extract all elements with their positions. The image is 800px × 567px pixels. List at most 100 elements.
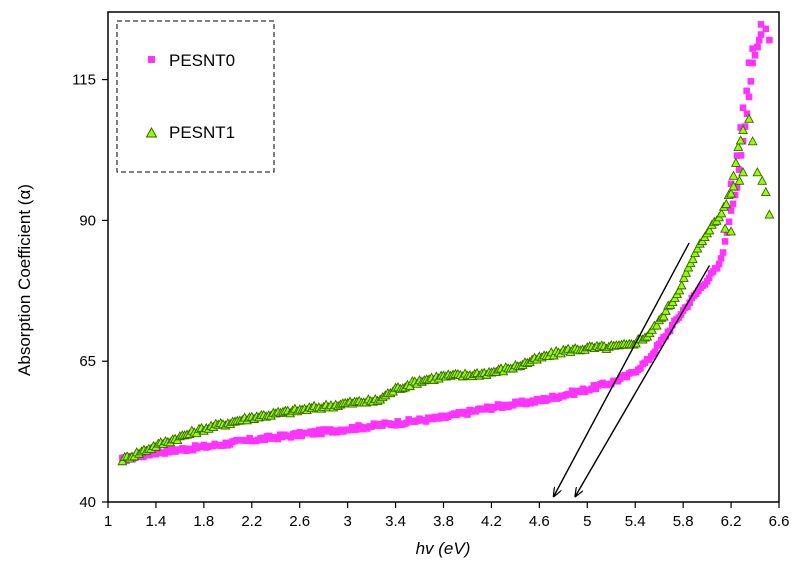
pesnt0-point xyxy=(294,432,301,440)
pesnt1-point xyxy=(404,380,415,391)
pesnt1-point xyxy=(726,188,737,198)
pesnt1-point xyxy=(687,253,698,264)
pesnt0-point xyxy=(713,264,721,272)
x-tick-label: 5.4 xyxy=(625,513,646,530)
pesnt1-point xyxy=(738,167,749,177)
pesnt0-point xyxy=(735,166,743,173)
pesnt1-point xyxy=(744,113,754,123)
pesnt0-point xyxy=(261,436,269,444)
legend-box xyxy=(116,20,275,173)
pesnt0-point xyxy=(766,36,773,44)
pesnt1-point xyxy=(660,305,671,315)
x-tick-label: 4.2 xyxy=(481,513,502,530)
pesnt1-point xyxy=(757,175,768,185)
x-tick-label: 2.2 xyxy=(241,513,262,530)
pesnt0-point xyxy=(392,421,399,429)
pesnt0-point xyxy=(721,238,729,245)
pesnt0-point xyxy=(725,218,733,226)
pesnt0-point xyxy=(684,303,691,311)
pesnt0-point xyxy=(762,25,770,33)
pesnt0-point xyxy=(592,385,600,393)
x-tick-label: 3.8 xyxy=(433,513,454,530)
pesnt1-point xyxy=(674,285,685,295)
pesnt0-point xyxy=(394,418,402,425)
pesnt0-point xyxy=(717,255,725,262)
pesnt0-point xyxy=(749,45,756,52)
pesnt0-point xyxy=(705,274,713,282)
pesnt0-point xyxy=(715,260,723,268)
x-tick-label: 3 xyxy=(343,513,351,530)
pesnt0-point xyxy=(637,365,644,372)
x-tick-label: 5 xyxy=(583,513,591,530)
pesnt0-point xyxy=(747,78,755,85)
pesnt0-point xyxy=(353,426,360,433)
pesnt0-point xyxy=(655,340,663,348)
pesnt1-point xyxy=(738,124,749,135)
pesnt0-point xyxy=(751,52,759,59)
pesnt0-point xyxy=(590,382,598,389)
pesnt0-point xyxy=(703,278,711,285)
pesnt0-point xyxy=(464,411,471,418)
pesnt0-point xyxy=(274,435,282,443)
pesnt0-point xyxy=(568,387,576,395)
x-tick-label: 6.2 xyxy=(721,513,742,530)
x-tick-label: 3.4 xyxy=(385,513,406,530)
pesnt0-point xyxy=(422,418,430,425)
legend-label-pesnt1: PESNT1 xyxy=(169,123,235,142)
pesnt1-point xyxy=(704,225,715,235)
y-tick-label: 65 xyxy=(79,353,96,370)
pesnt0-point xyxy=(727,207,735,214)
pesnt0-point xyxy=(743,110,751,118)
pesnt1-point xyxy=(690,247,701,257)
pesnt1-point xyxy=(747,136,758,146)
x-tick-label: 1 xyxy=(104,513,112,530)
pesnt0-point xyxy=(729,200,737,208)
pesnt1-point xyxy=(734,175,745,185)
pesnt0-point xyxy=(737,124,744,131)
pesnt1-point xyxy=(733,141,744,151)
pesnt0-point xyxy=(189,446,197,454)
pesnt0-point xyxy=(749,59,756,67)
pesnt0-point xyxy=(727,180,735,188)
legend-label-pesnt0: PESNT0 xyxy=(169,51,235,70)
pesnt0-point xyxy=(666,327,674,335)
pesnt1-point xyxy=(735,135,746,145)
pesnt0-point xyxy=(588,385,595,393)
x-tick-label: 2.6 xyxy=(289,513,310,530)
pesnt0-point xyxy=(754,43,761,51)
pesnt1-point xyxy=(678,272,689,282)
x-tick-label: 5.8 xyxy=(673,513,694,530)
pesnt1-point xyxy=(752,167,763,177)
pesnt0-point xyxy=(745,93,753,101)
pesnt1-point xyxy=(721,198,732,209)
pesnt1-point xyxy=(716,208,727,218)
pesnt0-point xyxy=(741,123,749,130)
pesnt0-point xyxy=(316,426,323,434)
pesnt0-point xyxy=(403,419,410,427)
pesnt0-point xyxy=(731,191,739,199)
x-tick-label: 1.4 xyxy=(145,513,166,530)
x-tick-label: 6.6 xyxy=(769,513,790,530)
pesnt1-point xyxy=(692,243,703,253)
pesnt1-point xyxy=(676,280,687,290)
pesnt0-point xyxy=(737,152,745,159)
pesnt0-point xyxy=(668,321,676,329)
pesnt0-point xyxy=(318,430,325,438)
pesnt1-point xyxy=(726,226,737,236)
pesnt1-point xyxy=(730,157,741,167)
pesnt1-point xyxy=(651,320,662,330)
extrapolation-arrow xyxy=(554,242,690,496)
y-axis-ticks: 40 65 90 115 xyxy=(72,72,108,511)
pesnt0-point xyxy=(296,428,304,436)
annotation-arrows xyxy=(554,242,711,496)
y-tick-label: 40 xyxy=(79,494,96,511)
legend-marker-pesnt0 xyxy=(148,56,155,63)
y-tick-label: 90 xyxy=(79,212,96,229)
pesnt1-point xyxy=(760,186,771,196)
x-tick-label: 1.8 xyxy=(193,513,214,530)
pesnt0-point xyxy=(719,249,727,256)
pesnt0-point xyxy=(566,391,574,398)
pesnt1-point xyxy=(728,170,739,180)
x-axis-ticks: 1 1.4 1.8 2.2 2.6 3 3.4 3.8 4.2 4.6 5 5.4 5.8 6.2 6.6 xyxy=(104,502,790,530)
